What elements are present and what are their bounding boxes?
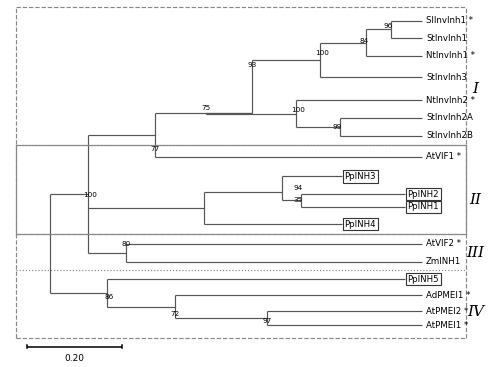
Text: 94: 94 bbox=[294, 185, 303, 191]
Text: I: I bbox=[472, 82, 478, 96]
Text: AtVIF1 *: AtVIF1 * bbox=[426, 152, 461, 161]
Text: IV: IV bbox=[467, 305, 484, 319]
Text: PpINH1: PpINH1 bbox=[408, 202, 439, 211]
Text: II: II bbox=[470, 193, 482, 207]
Text: 86: 86 bbox=[104, 294, 114, 300]
Text: StInvInh2A: StInvInh2A bbox=[426, 113, 473, 123]
Text: 99: 99 bbox=[332, 124, 342, 130]
Text: 93: 93 bbox=[248, 62, 257, 68]
Text: 80: 80 bbox=[122, 241, 131, 247]
Text: 97: 97 bbox=[262, 317, 272, 324]
Text: StInvInh1: StInvInh1 bbox=[426, 34, 467, 43]
Text: NtInvInh2 *: NtInvInh2 * bbox=[426, 96, 475, 105]
Text: 35: 35 bbox=[294, 197, 303, 203]
Text: PpINH2: PpINH2 bbox=[408, 190, 439, 199]
Text: 96: 96 bbox=[384, 23, 392, 29]
Text: AtPMEI1 *: AtPMEI1 * bbox=[426, 321, 468, 330]
Text: PpINH3: PpINH3 bbox=[344, 172, 376, 181]
Text: AtPMEI2 *: AtPMEI2 * bbox=[426, 307, 468, 316]
Text: 84: 84 bbox=[359, 37, 368, 44]
Text: ZmINH1: ZmINH1 bbox=[426, 257, 461, 266]
Text: NtInvInh1 *: NtInvInh1 * bbox=[426, 51, 475, 61]
Text: StInvInh3: StInvInh3 bbox=[426, 73, 467, 82]
Text: 77: 77 bbox=[150, 146, 160, 152]
Text: PpINH5: PpINH5 bbox=[408, 275, 439, 284]
Text: 75: 75 bbox=[202, 105, 211, 111]
Text: PpINH4: PpINH4 bbox=[344, 220, 376, 229]
Text: III: III bbox=[466, 246, 484, 260]
Text: StInvInh2B: StInvInh2B bbox=[426, 131, 473, 140]
Text: SlInvInh1 *: SlInvInh1 * bbox=[426, 16, 473, 25]
Text: 100: 100 bbox=[291, 107, 305, 113]
Text: 100: 100 bbox=[316, 50, 330, 56]
Text: 100: 100 bbox=[83, 192, 96, 198]
Text: AtVIF2 *: AtVIF2 * bbox=[426, 239, 461, 248]
Text: AdPMEI1 *: AdPMEI1 * bbox=[426, 291, 470, 300]
Text: 72: 72 bbox=[170, 310, 179, 316]
Text: 0.20: 0.20 bbox=[64, 354, 84, 363]
